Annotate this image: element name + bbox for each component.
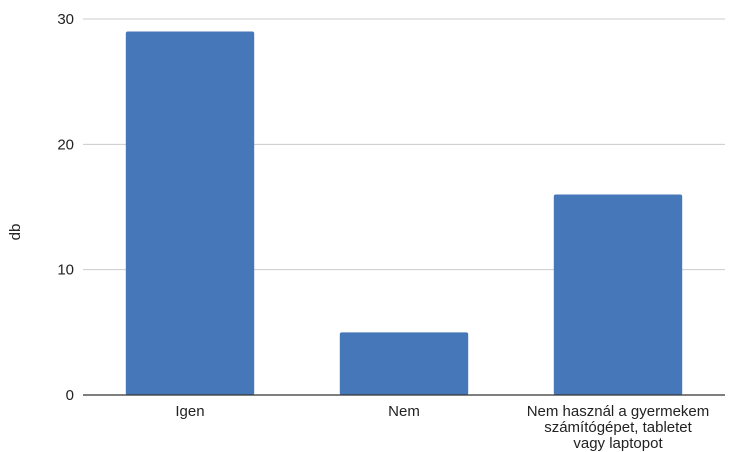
y-tick-label: 0: [66, 387, 74, 404]
y-tick-label: 20: [57, 136, 74, 153]
bars: [125, 31, 683, 396]
x-tick-label: Igen: [175, 403, 204, 420]
x-tick-label: Nem használ a gyermekem számítógépet, tab…: [527, 403, 710, 452]
x-tick-label: Nem: [388, 403, 420, 420]
y-tick-label: 10: [57, 262, 74, 279]
y-axis-title: db: [7, 224, 24, 241]
bar-1: [125, 31, 255, 396]
labels: 0 10 20 30 Igen Nem Nem használ a gyermekem szá…: [57, 11, 709, 452]
bar-2: [339, 332, 469, 395]
bar-3: [553, 194, 683, 395]
y-tick-label: 30: [57, 11, 74, 28]
